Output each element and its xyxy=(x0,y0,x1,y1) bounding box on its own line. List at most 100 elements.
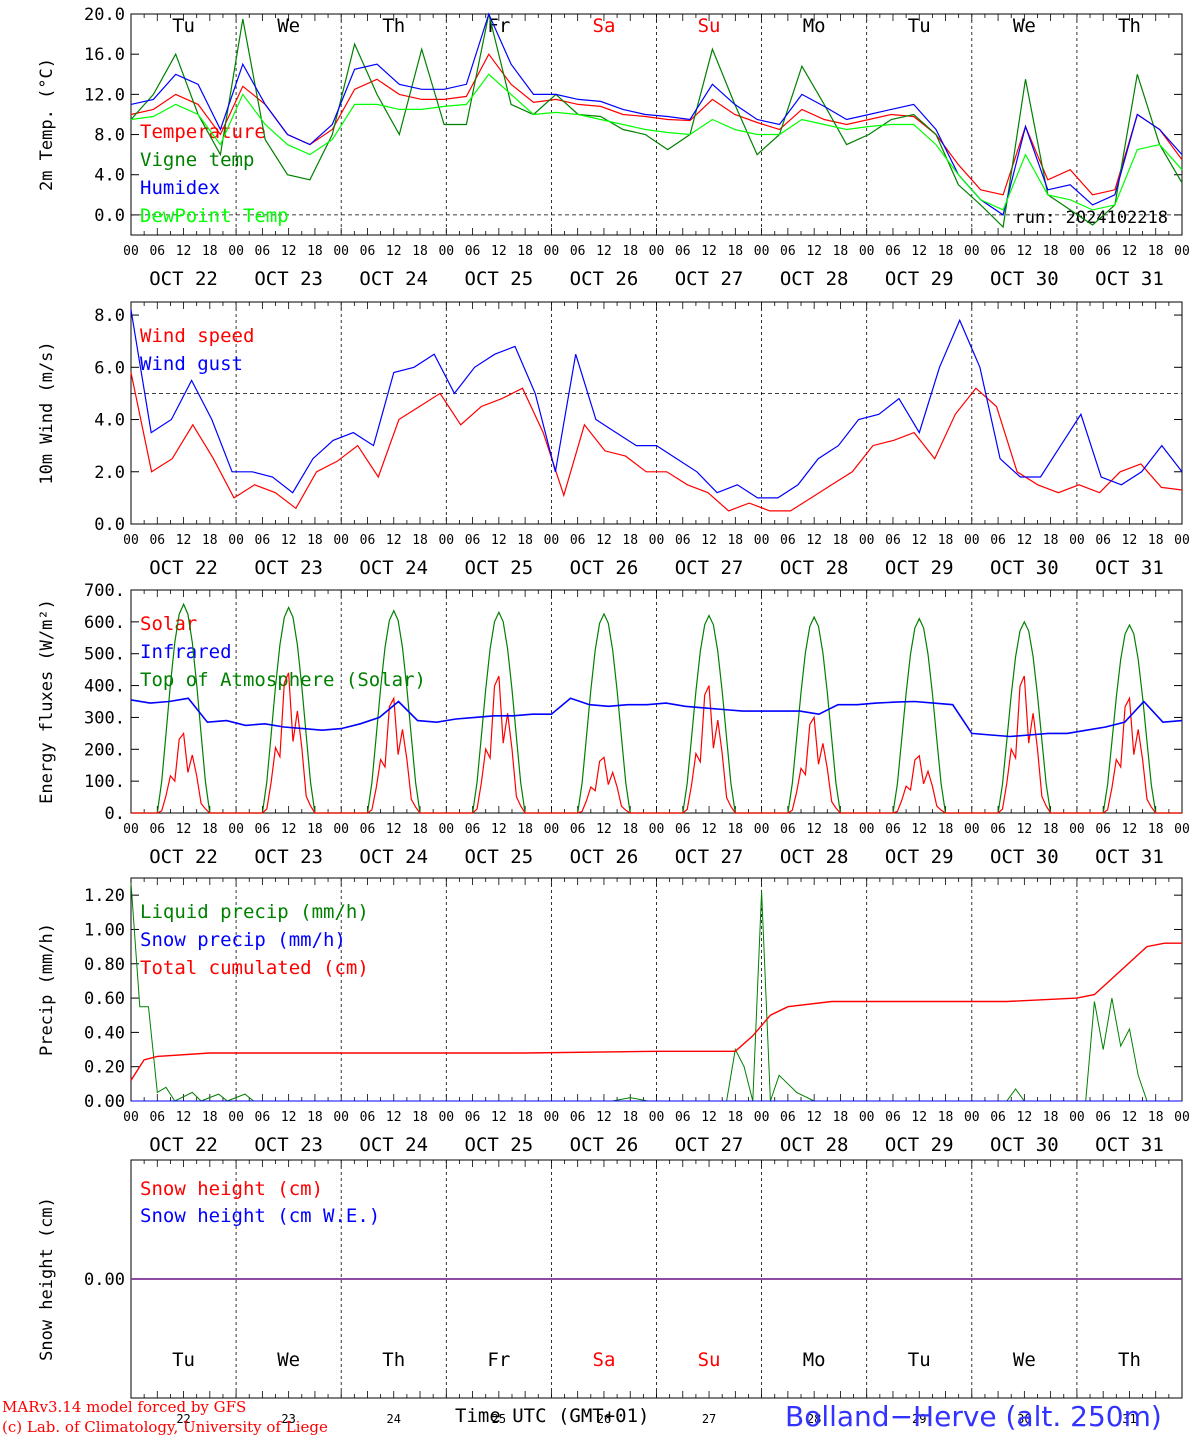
hour-tick-label: 06 xyxy=(675,533,691,548)
hour-tick-label: 00 xyxy=(754,533,770,548)
hour-tick-label: 00 xyxy=(1069,822,1085,837)
model-credit-line1: MARv3.14 model forced by GFS xyxy=(2,1398,247,1416)
date-label: OCT 30 xyxy=(990,846,1059,868)
hour-tick-label: 06 xyxy=(1095,533,1111,548)
y-tick-label: 16.0 xyxy=(84,45,125,65)
y-axis-label: 2m Temp. (°C) xyxy=(37,58,57,191)
hour-tick-label: 18 xyxy=(307,244,323,259)
legend-entry: Infrared xyxy=(140,641,232,663)
hour-tick-label: 06 xyxy=(990,244,1006,259)
hour-tick-label: 18 xyxy=(727,244,743,259)
date-label: OCT 26 xyxy=(570,557,639,579)
model-credit-line2: (c) Lab. of Climatology, University of L… xyxy=(2,1418,328,1436)
hour-tick-label: 12 xyxy=(911,1110,927,1125)
date-label: OCT 29 xyxy=(885,1134,954,1156)
hour-tick-label: 06 xyxy=(780,822,796,837)
hour-tick-label: 18 xyxy=(1043,822,1059,837)
hour-tick-label: 12 xyxy=(491,533,507,548)
hour-tick-label: 00 xyxy=(123,244,139,259)
hour-tick-label: 12 xyxy=(1017,244,1033,259)
hour-tick-label: 00 xyxy=(1174,1110,1190,1125)
hour-tick-label: 06 xyxy=(149,244,165,259)
weekday-label: Th xyxy=(1118,15,1141,37)
y-tick-label: 200. xyxy=(84,740,125,760)
hour-tick-label: 18 xyxy=(1043,533,1059,548)
date-label: OCT 31 xyxy=(1095,268,1164,290)
day-number-label: 30 xyxy=(1017,1412,1031,1426)
date-label: OCT 25 xyxy=(465,268,534,290)
date-label: OCT 23 xyxy=(254,846,323,868)
hour-tick-label: 06 xyxy=(780,1110,796,1125)
y-tick-label: 8.0 xyxy=(94,306,125,326)
hour-tick-label: 18 xyxy=(412,822,428,837)
y-axis-label: 10m Wind (m/s) xyxy=(37,341,57,484)
date-label: OCT 30 xyxy=(990,557,1059,579)
hour-tick-label: 00 xyxy=(544,1110,560,1125)
y-tick-label: 6.0 xyxy=(94,358,125,378)
hour-tick-label: 00 xyxy=(1174,533,1190,548)
hour-tick-label: 06 xyxy=(885,1110,901,1125)
weekday-label: Mo xyxy=(803,1349,826,1371)
y-tick-label: 4.0 xyxy=(94,411,125,431)
date-label: OCT 23 xyxy=(254,268,323,290)
y-axis-label: Precip (mm/h) xyxy=(37,923,57,1056)
hour-tick-label: 12 xyxy=(806,1110,822,1125)
series-line xyxy=(131,602,1182,814)
date-label: OCT 26 xyxy=(570,1134,639,1156)
hour-tick-label: 18 xyxy=(938,822,954,837)
y-tick-label: 300. xyxy=(84,708,125,728)
hour-tick-label: 00 xyxy=(1069,533,1085,548)
series-line xyxy=(130,697,1183,738)
y-axis-label: Energy fluxes (W/m²) xyxy=(37,599,57,804)
legend-entry: Wind gust xyxy=(140,353,243,375)
hour-tick-label: 18 xyxy=(727,533,743,548)
hour-tick-label: 12 xyxy=(176,533,192,548)
y-tick-label: 0.80 xyxy=(84,955,125,975)
date-label: OCT 24 xyxy=(359,846,428,868)
y-tick-label: 20.0 xyxy=(84,5,125,25)
hour-tick-label: 00 xyxy=(1174,244,1190,259)
hour-tick-label: 06 xyxy=(990,822,1006,837)
hour-tick-label: 06 xyxy=(149,822,165,837)
day-number-label: 24 xyxy=(387,1412,401,1426)
hour-tick-label: 18 xyxy=(727,822,743,837)
hour-tick-label: 06 xyxy=(149,533,165,548)
hour-tick-label: 12 xyxy=(386,1110,402,1125)
hour-tick-label: 06 xyxy=(570,1110,586,1125)
hour-tick-label: 06 xyxy=(780,244,796,259)
x-axis-label: Time UTC (GMT+01) xyxy=(455,1405,650,1427)
hour-tick-label: 12 xyxy=(281,244,297,259)
hour-tick-label: 12 xyxy=(911,244,927,259)
hour-tick-label: 06 xyxy=(885,244,901,259)
hour-tick-label: 18 xyxy=(202,244,218,259)
date-label: OCT 28 xyxy=(780,557,849,579)
hour-tick-label: 00 xyxy=(333,822,349,837)
hour-tick-label: 00 xyxy=(754,244,770,259)
hour-tick-label: 00 xyxy=(438,533,454,548)
date-label: OCT 29 xyxy=(885,557,954,579)
hour-tick-label: 12 xyxy=(491,822,507,837)
y-tick-label: 500. xyxy=(84,645,125,665)
y-tick-label: 0.60 xyxy=(84,989,125,1009)
date-label: OCT 24 xyxy=(359,268,428,290)
hour-tick-label: 12 xyxy=(281,533,297,548)
legend-entry: Snow height (cm W.E.) xyxy=(140,1205,380,1227)
hour-tick-label: 12 xyxy=(386,244,402,259)
series-line xyxy=(130,942,1182,1081)
hour-tick-label: 06 xyxy=(465,244,481,259)
series-line xyxy=(130,73,1183,211)
weekday-label: Tu xyxy=(172,15,195,37)
date-label: OCT 24 xyxy=(359,1134,428,1156)
hour-tick-label: 00 xyxy=(544,533,560,548)
hour-tick-label: 06 xyxy=(990,533,1006,548)
hour-tick-label: 12 xyxy=(386,533,402,548)
station-name: Bolland−Herve (alt. 250m) xyxy=(785,1400,1162,1433)
panel-frame xyxy=(130,589,1183,814)
hour-tick-label: 00 xyxy=(123,533,139,548)
y-tick-label: 400. xyxy=(84,677,125,697)
date-label: OCT 23 xyxy=(254,1134,323,1156)
hour-tick-label: 00 xyxy=(333,1110,349,1125)
hour-tick-label: 06 xyxy=(885,822,901,837)
hour-tick-label: 00 xyxy=(859,533,875,548)
